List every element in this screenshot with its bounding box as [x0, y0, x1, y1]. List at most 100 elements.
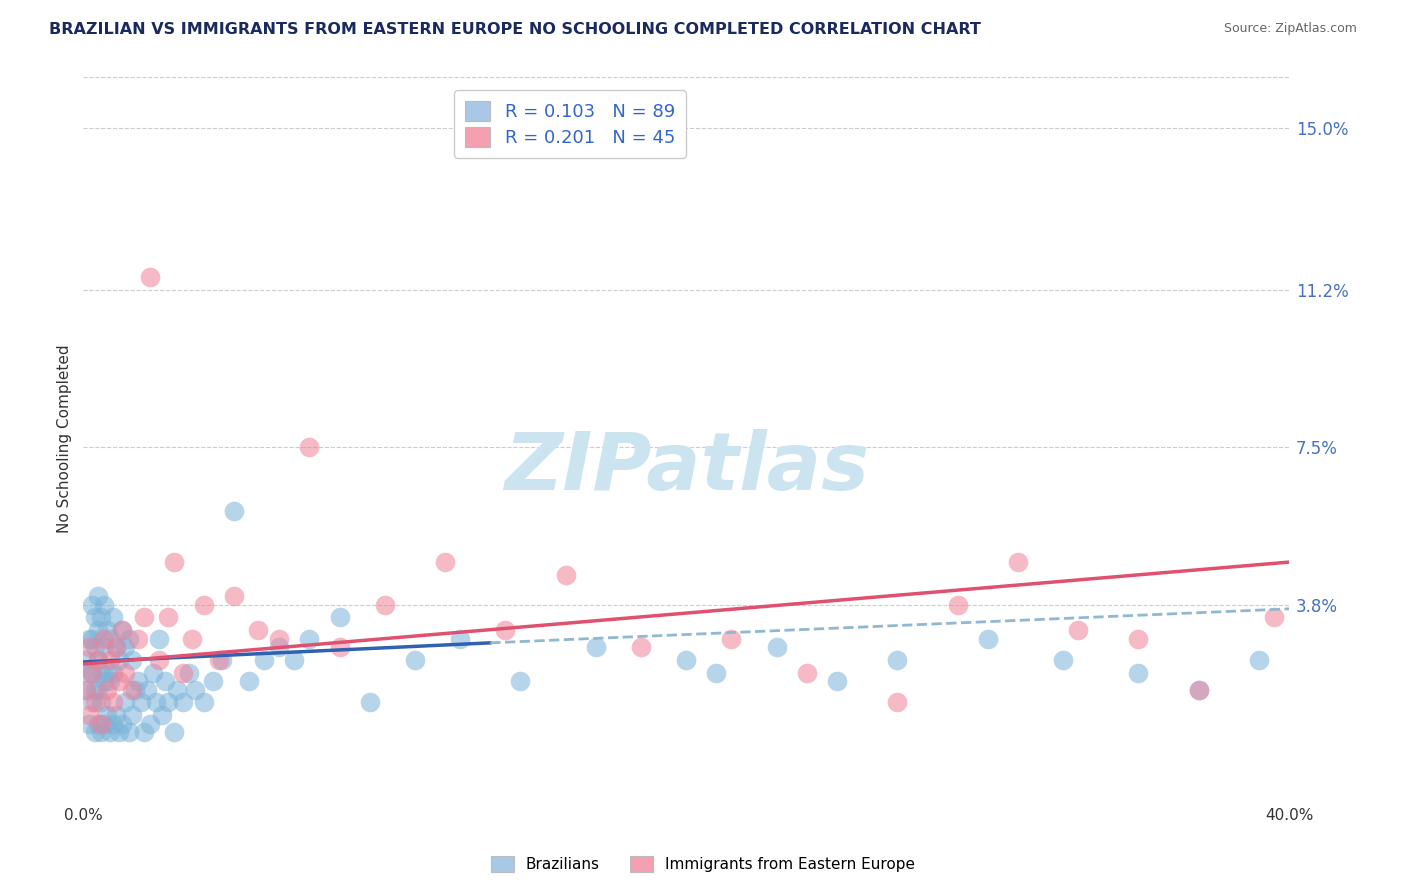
- Point: [1128, 665, 1150, 680]
- Point: [79, 632, 101, 646]
- Point: [509, 674, 531, 689]
- Point: [90, 725, 112, 739]
- Point: [720, 632, 742, 646]
- Point: [554, 567, 576, 582]
- Point: [121, 653, 143, 667]
- Point: [156, 610, 179, 624]
- Point: [1263, 610, 1285, 624]
- Point: [121, 682, 143, 697]
- Point: [138, 716, 160, 731]
- Point: [75, 682, 97, 697]
- Point: [208, 653, 231, 667]
- Point: [630, 640, 652, 654]
- Point: [87, 589, 110, 603]
- Point: [90, 695, 112, 709]
- Point: [298, 632, 321, 646]
- Point: [75, 653, 97, 667]
- Point: [269, 640, 291, 654]
- Point: [79, 665, 101, 680]
- Point: [1128, 632, 1150, 646]
- Point: [96, 623, 118, 637]
- Point: [1188, 682, 1211, 697]
- Point: [138, 270, 160, 285]
- Point: [328, 610, 350, 624]
- Point: [142, 665, 165, 680]
- Point: [75, 682, 97, 697]
- Point: [82, 665, 104, 680]
- Point: [117, 725, 139, 739]
- Point: [177, 665, 200, 680]
- Point: [93, 674, 115, 689]
- Point: [93, 640, 115, 654]
- Point: [96, 665, 118, 680]
- Text: ZIPatlas: ZIPatlas: [503, 429, 869, 507]
- Text: Source: ZipAtlas.com: Source: ZipAtlas.com: [1223, 22, 1357, 36]
- Point: [108, 725, 131, 739]
- Point: [105, 708, 128, 723]
- Point: [148, 653, 170, 667]
- Point: [105, 640, 128, 654]
- Point: [193, 598, 215, 612]
- Point: [79, 708, 101, 723]
- Point: [87, 716, 110, 731]
- Point: [825, 674, 848, 689]
- Point: [111, 716, 134, 731]
- Point: [201, 674, 224, 689]
- Point: [84, 695, 107, 709]
- Point: [253, 653, 276, 667]
- Point: [585, 640, 607, 654]
- Point: [193, 695, 215, 709]
- Point: [132, 725, 155, 739]
- Point: [82, 632, 104, 646]
- Point: [247, 623, 270, 637]
- Point: [90, 716, 112, 731]
- Point: [111, 623, 134, 637]
- Point: [117, 632, 139, 646]
- Point: [269, 632, 291, 646]
- Point: [222, 589, 245, 603]
- Point: [114, 640, 136, 654]
- Point: [121, 708, 143, 723]
- Point: [93, 598, 115, 612]
- Point: [87, 653, 110, 667]
- Y-axis label: No Schooling Completed: No Schooling Completed: [58, 344, 72, 533]
- Legend: Brazilians, Immigrants from Eastern Europe: Brazilians, Immigrants from Eastern Euro…: [482, 848, 924, 880]
- Point: [103, 716, 125, 731]
- Point: [886, 695, 908, 709]
- Legend: R = 0.103   N = 89, R = 0.201   N = 45: R = 0.103 N = 89, R = 0.201 N = 45: [454, 90, 686, 158]
- Point: [87, 682, 110, 697]
- Point: [166, 682, 188, 697]
- Point: [100, 632, 122, 646]
- Point: [103, 665, 125, 680]
- Point: [1052, 653, 1074, 667]
- Point: [100, 674, 122, 689]
- Point: [129, 695, 152, 709]
- Point: [93, 632, 115, 646]
- Point: [84, 682, 107, 697]
- Point: [135, 682, 157, 697]
- Point: [108, 653, 131, 667]
- Point: [494, 623, 516, 637]
- Point: [150, 708, 173, 723]
- Point: [1247, 653, 1270, 667]
- Point: [84, 725, 107, 739]
- Point: [82, 598, 104, 612]
- Point: [93, 716, 115, 731]
- Point: [124, 682, 146, 697]
- Point: [796, 665, 818, 680]
- Point: [103, 695, 125, 709]
- Point: [946, 598, 969, 612]
- Point: [1188, 682, 1211, 697]
- Point: [675, 653, 697, 667]
- Point: [79, 640, 101, 654]
- Point: [114, 695, 136, 709]
- Point: [103, 610, 125, 624]
- Point: [765, 640, 787, 654]
- Point: [163, 725, 186, 739]
- Point: [90, 665, 112, 680]
- Point: [87, 623, 110, 637]
- Point: [328, 640, 350, 654]
- Point: [111, 623, 134, 637]
- Point: [79, 716, 101, 731]
- Point: [153, 674, 176, 689]
